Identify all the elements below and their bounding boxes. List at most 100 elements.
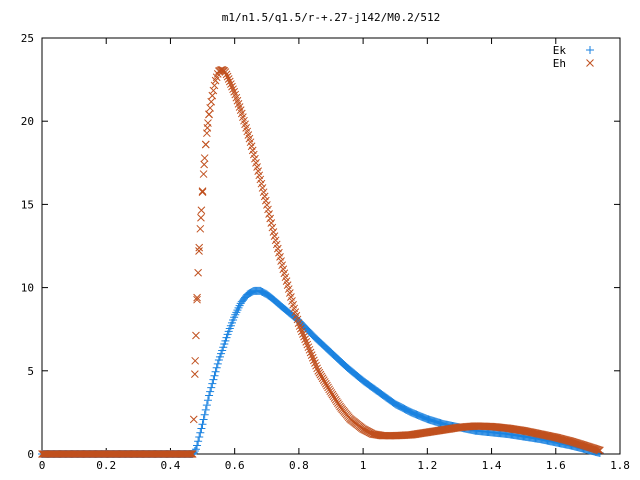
legend-label-ek: Ek (553, 44, 567, 57)
data-point-eh (299, 330, 307, 338)
data-point-eh (320, 378, 329, 386)
data-point-eh (263, 201, 271, 209)
data-point-eh (195, 243, 204, 252)
data-point-eh (205, 110, 213, 119)
data-point-eh (306, 348, 315, 357)
y-tick-label: 15 (21, 198, 34, 211)
data-point-eh (185, 450, 194, 458)
data-point-eh (319, 376, 328, 384)
data-point-eh (297, 327, 306, 336)
data-point-eh (593, 445, 602, 454)
y-tick-label: 25 (21, 32, 34, 45)
data-point-eh (305, 345, 314, 354)
data-series-layer (38, 65, 604, 458)
data-point-ek (208, 379, 217, 388)
data-point-eh (311, 359, 319, 367)
data-point-eh (207, 97, 216, 106)
data-point-ek (209, 375, 218, 384)
data-point-ek (211, 367, 220, 376)
data-point-eh (224, 75, 233, 83)
y-tick-label: 0 (27, 448, 34, 461)
data-point-eh (268, 223, 277, 232)
data-point-eh (198, 188, 207, 197)
data-point-eh (223, 72, 232, 81)
data-point-eh (198, 187, 207, 195)
y-tick-label: 10 (21, 282, 34, 295)
data-point-eh (189, 415, 198, 424)
data-point-eh (188, 450, 197, 458)
data-point-eh (312, 361, 320, 370)
data-point-ek (201, 405, 210, 414)
data-point-ek (198, 420, 207, 429)
data-point-eh (264, 205, 272, 214)
data-point-ek (206, 387, 215, 396)
data-point-eh (228, 82, 236, 91)
x-tick-label: 1 (360, 459, 367, 472)
x-tick-label: 0 (39, 459, 46, 472)
data-point-eh (193, 293, 201, 302)
y-tick-label: 20 (21, 115, 34, 128)
data-point-eh (318, 374, 327, 383)
y-tick-label: 5 (27, 365, 34, 378)
data-point-ek (217, 349, 226, 358)
x-tick-label: 0.2 (96, 459, 116, 472)
plot-frame (41, 37, 621, 455)
data-point-eh (200, 154, 209, 162)
data-point-eh (596, 446, 604, 455)
data-point-eh (322, 379, 330, 388)
data-point-eh (266, 214, 275, 223)
data-point-eh (323, 381, 331, 390)
data-point-eh (190, 370, 199, 378)
data-point-ek (203, 396, 212, 405)
data-point-eh (303, 340, 312, 349)
data-point-eh (267, 219, 276, 227)
data-point-ek (193, 441, 202, 450)
legend-label-eh: Eh (553, 57, 566, 70)
data-point-eh (192, 331, 200, 340)
data-point-ek (191, 445, 200, 454)
data-point-ek (215, 352, 224, 361)
legend-marker-ek (586, 46, 594, 54)
x-tick-label: 0.8 (289, 459, 309, 472)
data-point-eh (325, 385, 333, 394)
data-point-eh (304, 343, 313, 352)
data-point-eh (315, 368, 324, 377)
data-point-eh (191, 356, 200, 365)
x-tick-label: 1.2 (417, 459, 437, 472)
data-point-eh (316, 370, 325, 379)
data-point-eh (308, 353, 317, 362)
data-point-ek (213, 359, 222, 368)
data-point-ek (196, 428, 205, 437)
data-point-ek (194, 437, 203, 446)
data-point-ek (212, 363, 221, 372)
data-point-eh (307, 351, 316, 359)
data-point-eh (186, 450, 195, 458)
x-tick-label: 1.4 (482, 459, 502, 472)
data-point-ek (222, 333, 231, 342)
data-point-eh (301, 335, 309, 344)
data-point-eh (229, 85, 237, 94)
data-point-eh (265, 210, 273, 218)
data-point-ek (219, 343, 228, 352)
data-point-ek (218, 346, 227, 355)
data-point-ek (200, 410, 209, 419)
x-tick-label: 0.4 (161, 459, 181, 472)
data-point-eh (222, 70, 231, 79)
data-point-eh (302, 338, 311, 346)
x-tick-label: 1.6 (546, 459, 566, 472)
data-point-eh (203, 124, 212, 132)
data-point-ek (210, 371, 219, 380)
data-point-eh (230, 87, 239, 96)
data-point-ek (199, 415, 208, 424)
data-point-eh (201, 140, 210, 149)
x-tick-label: 1.8 (610, 459, 630, 472)
series-eh (38, 65, 604, 458)
data-point-eh (210, 81, 219, 90)
data-point-eh (199, 170, 208, 178)
data-point-eh (208, 91, 217, 100)
data-point-eh (197, 206, 206, 215)
data-point-eh (300, 332, 308, 341)
data-point-eh (309, 356, 318, 365)
